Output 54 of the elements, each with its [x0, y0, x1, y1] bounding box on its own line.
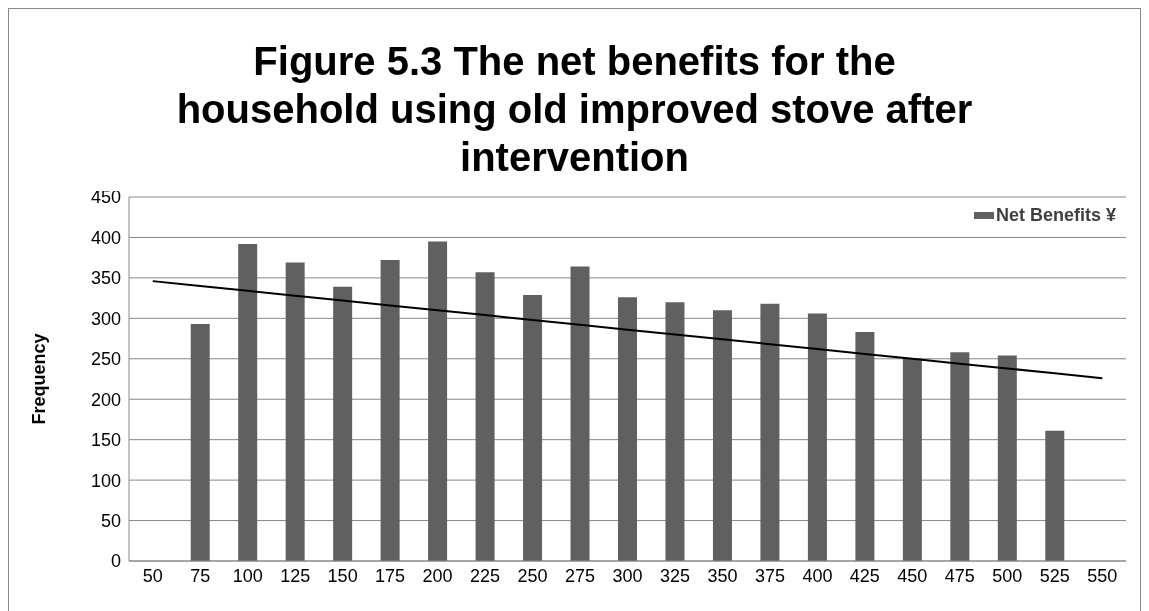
bar	[665, 302, 685, 561]
y-tick-label: 400	[90, 227, 121, 248]
bar	[950, 352, 970, 561]
x-tick-label: 75	[190, 565, 211, 586]
bar	[238, 243, 258, 561]
x-tick-label: 300	[612, 565, 643, 586]
bar	[855, 332, 875, 561]
bar	[523, 294, 543, 561]
x-tick-label: 50	[142, 565, 163, 586]
x-tick-label: 325	[659, 565, 690, 586]
x-tick-label: 225	[470, 565, 501, 586]
x-tick-label: 125	[280, 565, 311, 586]
legend-label: Net Benefits ¥	[995, 205, 1116, 226]
bar	[997, 355, 1017, 561]
x-tick-label: 475	[944, 565, 975, 586]
x-tick-label: 525	[1039, 565, 1070, 586]
x-tick-label: 200	[422, 565, 453, 586]
x-tick-label: 100	[232, 565, 263, 586]
x-tick-label: 250	[517, 565, 548, 586]
bar	[712, 310, 732, 561]
bar	[807, 313, 827, 561]
x-tick-label: 550	[1087, 565, 1118, 586]
bar	[1045, 430, 1065, 561]
x-tick-label: 350	[707, 565, 738, 586]
y-tick-label: 250	[90, 349, 121, 370]
bar	[380, 260, 400, 561]
x-tick-label: 275	[565, 565, 596, 586]
chart-title: Figure 5.3 The net benefits for the household using old improved stove after intervention	[176, 39, 973, 179]
y-tick-label: 0	[110, 551, 121, 572]
y-axis-title: Frequency	[29, 333, 50, 425]
bar	[760, 303, 780, 561]
x-tick-label: 500	[992, 565, 1023, 586]
x-tick-label: 175	[375, 565, 406, 586]
bar	[902, 358, 922, 561]
bar	[570, 266, 590, 561]
bar	[285, 262, 305, 561]
x-tick-label: 400	[802, 565, 833, 586]
bar	[618, 297, 637, 561]
x-tick-label: 150	[327, 565, 358, 586]
y-tick-label: 150	[90, 430, 121, 451]
bar	[475, 272, 495, 561]
y-tick-label: 200	[90, 389, 121, 410]
x-tick-label: 375	[754, 565, 785, 586]
bar	[428, 241, 448, 561]
y-tick-label: 300	[90, 308, 121, 329]
y-tick-label: 100	[90, 470, 121, 491]
y-tick-label: 50	[100, 510, 121, 531]
bar	[190, 324, 210, 561]
y-tick-label: 450	[90, 187, 121, 208]
x-tick-label: 450	[897, 565, 928, 586]
bar	[333, 286, 353, 561]
y-tick-label: 350	[90, 268, 121, 289]
line-series	[151, 280, 1104, 380]
x-tick-label: 425	[849, 565, 880, 586]
